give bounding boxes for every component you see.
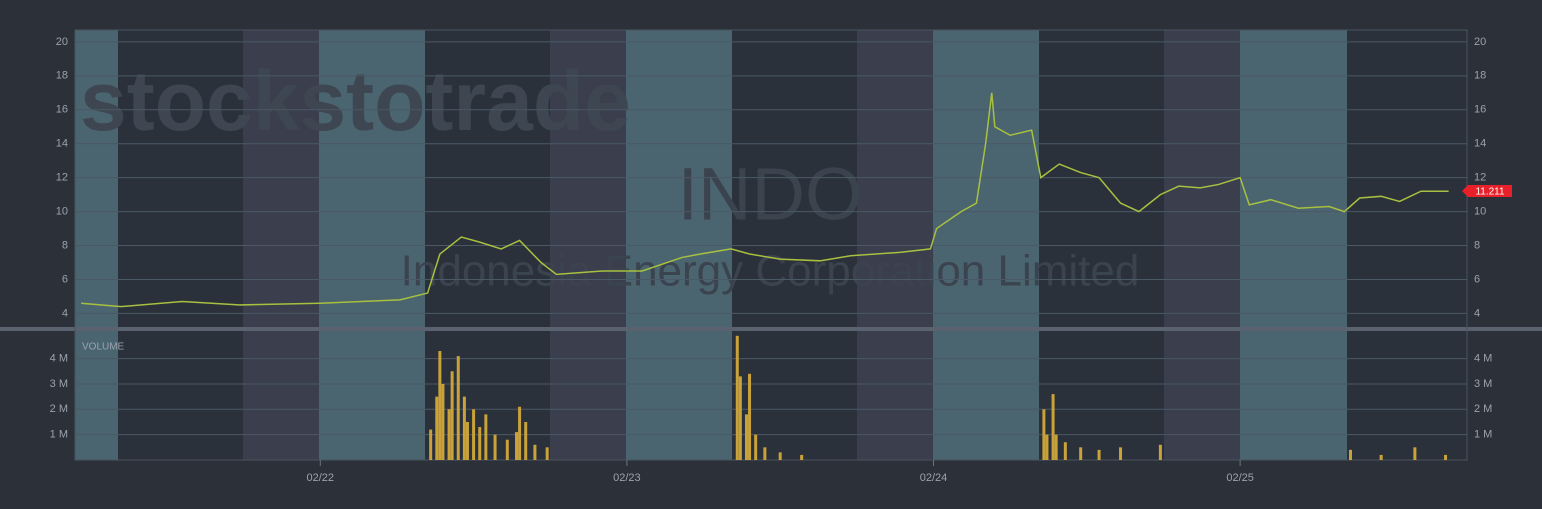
- volume-bar: [438, 351, 442, 460]
- session-band: [1240, 30, 1347, 460]
- session-band: [550, 30, 626, 460]
- volume-bar: [545, 447, 549, 460]
- volume-bar: [524, 421, 528, 460]
- volume-bar: [472, 409, 476, 460]
- volume-bar: [1444, 454, 1448, 460]
- y-tick-label: 2 M: [50, 403, 68, 415]
- x-tick-label: 02/24: [920, 472, 948, 484]
- volume-bar: [462, 396, 466, 460]
- volume-bar: [518, 406, 522, 460]
- volume-bar: [1054, 434, 1058, 460]
- last-price-label: 11.211: [1475, 187, 1505, 198]
- y-tick-label-right: 8: [1474, 239, 1480, 251]
- volume-bar: [1119, 447, 1123, 460]
- volume-bar: [429, 429, 433, 460]
- volume-bar: [1379, 454, 1383, 460]
- volume-bar: [1063, 442, 1067, 460]
- session-band: [626, 30, 732, 460]
- y-tick-label: 4: [62, 307, 68, 319]
- volume-bar: [465, 421, 469, 460]
- y-tick-label-right: 20: [1474, 36, 1486, 48]
- y-tick-label: 16: [56, 104, 68, 116]
- volume-bar: [515, 432, 519, 460]
- volume-bar: [533, 444, 537, 460]
- session-band: [933, 30, 1039, 460]
- price-line: [81, 92, 1449, 308]
- x-tick-label: 02/23: [613, 472, 641, 484]
- watermark: stockstotrade: [80, 54, 631, 148]
- volume-bar: [484, 414, 488, 460]
- volume-bar: [435, 396, 439, 460]
- y-tick-label-right: 4 M: [1474, 353, 1492, 365]
- y-tick-label-right: 12: [1474, 172, 1486, 184]
- y-tick-label: 12: [56, 172, 68, 184]
- y-tick-label: 10: [56, 206, 68, 218]
- volume-bar: [1051, 394, 1055, 460]
- y-tick-label: 6: [62, 273, 68, 285]
- panel-separator: [0, 327, 1542, 331]
- session-band: [1164, 30, 1240, 460]
- volume-bar: [493, 434, 497, 460]
- volume-bar: [1042, 409, 1046, 460]
- volume-bar: [748, 373, 752, 460]
- session-band: [243, 30, 319, 460]
- volume-bar: [450, 371, 454, 460]
- volume-bar: [744, 414, 748, 460]
- volume-bar: [778, 452, 782, 460]
- x-tick-label: 02/25: [1226, 472, 1254, 484]
- session-band: [732, 30, 857, 460]
- session-band: [319, 30, 425, 460]
- y-tick-label-right: 18: [1474, 70, 1486, 82]
- volume-bar: [447, 409, 451, 460]
- volume-bar: [1097, 449, 1101, 460]
- volume-bar: [1079, 447, 1083, 460]
- volume-bar: [754, 434, 758, 460]
- volume-bar: [735, 335, 739, 460]
- y-tick-label-right: 16: [1474, 104, 1486, 116]
- volume-bar: [1045, 434, 1049, 460]
- y-tick-label: 3 M: [50, 378, 68, 390]
- volume-bar: [441, 383, 445, 460]
- volume-bar: [1348, 449, 1352, 460]
- y-tick-label: 8: [62, 239, 68, 251]
- plot-frame: [74, 29, 1468, 461]
- volume-label: VOLUME: [82, 342, 125, 353]
- volume-bar: [478, 427, 482, 460]
- volume-bar: [763, 447, 767, 460]
- volume-bar: [800, 454, 804, 460]
- y-tick-label: 18: [56, 70, 68, 82]
- y-tick-label-right: 10: [1474, 206, 1486, 218]
- y-tick-label-right: 14: [1474, 138, 1486, 150]
- y-tick-label-right: 2 M: [1474, 403, 1492, 415]
- y-tick-label-right: 3 M: [1474, 378, 1492, 390]
- y-tick-label-right: 4: [1474, 307, 1480, 319]
- last-price-tag: [1462, 185, 1512, 198]
- company-watermark: Indonesia Energy Corporation Limited: [401, 247, 1140, 296]
- volume-bar: [738, 376, 742, 460]
- volume-bar: [1413, 447, 1417, 460]
- ticker-watermark: INDO: [678, 153, 863, 236]
- session-band: [1347, 30, 1467, 460]
- y-tick-label: 4 M: [50, 353, 68, 365]
- session-band: [857, 30, 933, 460]
- volume-bar: [456, 356, 460, 460]
- y-tick-label-right: 6: [1474, 273, 1480, 285]
- volume-bar: [1158, 444, 1162, 460]
- x-tick-label: 02/22: [307, 472, 335, 484]
- volume-bar: [505, 439, 509, 460]
- session-band: [1039, 30, 1164, 460]
- y-tick-label: 14: [56, 138, 68, 150]
- y-tick-label: 1 M: [50, 429, 68, 441]
- y-tick-label: 20: [56, 36, 68, 48]
- y-tick-label-right: 1 M: [1474, 429, 1492, 441]
- session-band: [75, 30, 118, 460]
- session-band: [118, 30, 243, 460]
